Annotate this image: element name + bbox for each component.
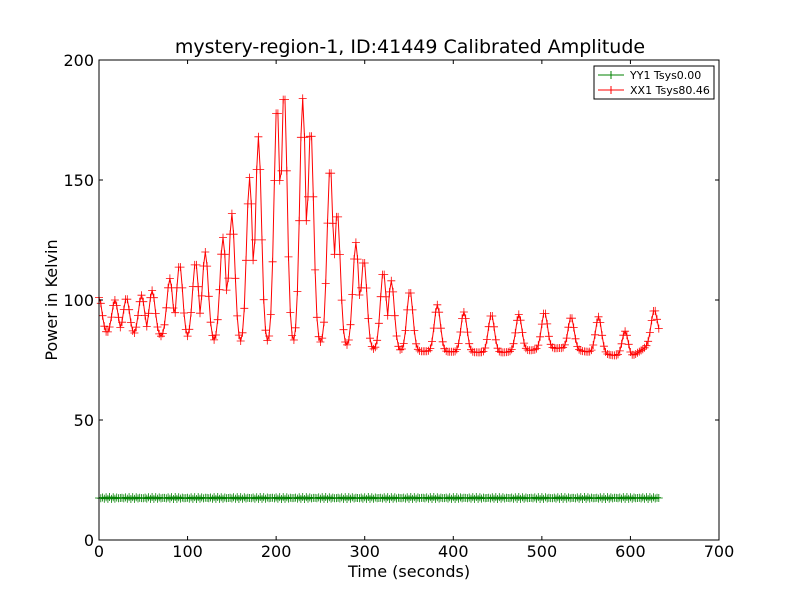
series-markers [95, 94, 663, 360]
x-tick-label: 300 [349, 542, 380, 561]
legend-label-yy1: YY1 Tsys0.00 [629, 69, 701, 82]
legend-entry-yy1: YY1 Tsys0.00 [598, 69, 701, 82]
legend-entry-xx1: XX1 Tsys80.46 [598, 84, 710, 97]
y-axis-title: Power in Kelvin [42, 239, 61, 360]
series-line [98, 98, 660, 356]
legend: YY1 Tsys0.00 XX1 Tsys80.46 [593, 65, 715, 100]
x-axis-title: Time (seconds) [347, 562, 470, 581]
series-layer [95, 94, 663, 503]
x-tick-label: 200 [261, 542, 292, 561]
x-tick-label: 500 [527, 542, 558, 561]
y-tick-label: 50 [74, 411, 94, 430]
x-tick-label: 700 [704, 542, 735, 561]
ticks-layer: 0 100 200 300 400 500 600 700 0 50 100 150 200 [63, 51, 734, 561]
x-tick-label: 600 [615, 542, 646, 561]
series-yy1 [95, 493, 663, 503]
x-tick-label: 0 [94, 542, 104, 561]
x-tick-label: 100 [172, 542, 203, 561]
y-tick-label: 150 [63, 171, 94, 190]
chart-title: mystery-region-1, ID:41449 Calibrated Am… [175, 36, 645, 58]
legend-label-xx1: XX1 Tsys80.46 [630, 84, 710, 97]
series-xx1 [95, 94, 663, 360]
x-tick-label: 400 [438, 542, 469, 561]
y-tick-label: 0 [84, 531, 94, 550]
y-tick-label: 200 [63, 51, 94, 70]
y-tick-label: 100 [63, 291, 94, 310]
legend-frame [593, 65, 715, 100]
series-markers [95, 493, 663, 503]
